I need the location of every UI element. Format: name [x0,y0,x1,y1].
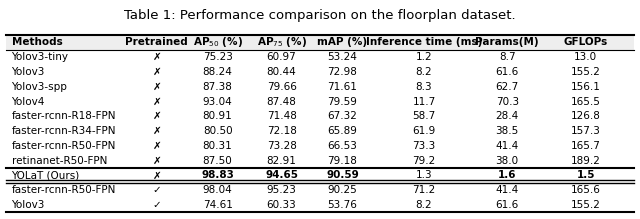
Text: Inference time (ms): Inference time (ms) [366,37,482,48]
Text: 94.65: 94.65 [265,170,298,180]
Text: Yolov3-tiny: Yolov3-tiny [12,52,68,62]
Text: ✗: ✗ [152,111,161,121]
Text: 61.9: 61.9 [412,126,436,136]
Text: Yolov3: Yolov3 [12,67,45,77]
Text: 73.28: 73.28 [267,141,296,151]
Text: Params(M): Params(M) [476,37,539,48]
Text: 80.91: 80.91 [203,111,232,121]
Text: 65.89: 65.89 [328,126,357,136]
Text: Yolov4: Yolov4 [12,97,45,107]
Text: 95.23: 95.23 [267,185,296,195]
Text: 155.2: 155.2 [571,200,600,210]
Text: 87.48: 87.48 [267,97,296,107]
Text: 1.2: 1.2 [416,52,432,62]
Text: 72.98: 72.98 [328,67,357,77]
Text: 8.3: 8.3 [416,82,432,92]
Text: 73.3: 73.3 [412,141,436,151]
Text: 41.4: 41.4 [495,141,519,151]
Text: ✗: ✗ [152,97,161,107]
Text: 1.6: 1.6 [498,170,516,180]
Text: 82.91: 82.91 [267,156,296,166]
Text: 165.6: 165.6 [571,185,600,195]
Text: 8.2: 8.2 [416,67,432,77]
Text: faster-rcnn-R50-FPN: faster-rcnn-R50-FPN [12,185,116,195]
Text: 61.6: 61.6 [495,200,519,210]
Text: Table 1: Performance comparison on the floorplan dataset.: Table 1: Performance comparison on the f… [124,9,516,22]
Text: 126.8: 126.8 [571,111,600,121]
Text: 11.7: 11.7 [412,97,436,107]
Text: ✗: ✗ [152,82,161,92]
Text: ✗: ✗ [152,170,161,180]
Text: 90.59: 90.59 [326,170,359,180]
Text: 79.2: 79.2 [412,156,436,166]
Text: 72.18: 72.18 [267,126,296,136]
Text: AP$_{75}$ (%): AP$_{75}$ (%) [257,35,307,49]
Text: 165.5: 165.5 [571,97,600,107]
Text: 41.4: 41.4 [495,185,519,195]
Text: 71.61: 71.61 [328,82,357,92]
Text: 87.38: 87.38 [203,82,232,92]
Text: Yolov3: Yolov3 [12,200,45,210]
Text: 53.24: 53.24 [328,52,357,62]
Text: 74.61: 74.61 [203,200,232,210]
Text: 8.7: 8.7 [499,52,515,62]
Text: 60.33: 60.33 [267,200,296,210]
Text: 98.83: 98.83 [201,170,234,180]
Text: 75.23: 75.23 [203,52,232,62]
Text: 66.53: 66.53 [328,141,357,151]
Text: ✗: ✗ [152,67,161,77]
Text: mAP (%): mAP (%) [317,37,367,48]
Text: 13.0: 13.0 [574,52,597,62]
Text: 80.31: 80.31 [203,141,232,151]
Text: AP$_{50}$ (%): AP$_{50}$ (%) [193,35,243,49]
Text: faster-rcnn-R34-FPN: faster-rcnn-R34-FPN [12,126,116,136]
Bar [6,35,634,50]
Text: 1.5: 1.5 [577,170,595,180]
Text: ✗: ✗ [152,126,161,136]
Text: YOLaT (Ours): YOLaT (Ours) [12,170,80,180]
Text: 1.3: 1.3 [416,170,432,180]
Text: 157.3: 157.3 [571,126,600,136]
Text: 155.2: 155.2 [571,67,600,77]
Text: 67.32: 67.32 [328,111,357,121]
Text: 79.59: 79.59 [328,97,357,107]
Text: 93.04: 93.04 [203,97,232,107]
Text: 61.6: 61.6 [495,67,519,77]
Text: 165.7: 165.7 [571,141,600,151]
Text: GFLOPs: GFLOPs [563,37,608,48]
Text: Yolov3-spp: Yolov3-spp [12,82,67,92]
Text: faster-rcnn-R50-FPN: faster-rcnn-R50-FPN [12,141,116,151]
Text: faster-rcnn-R18-FPN: faster-rcnn-R18-FPN [12,111,116,121]
Text: Methods: Methods [12,37,62,48]
Text: ✗: ✗ [152,52,161,62]
Text: 38.0: 38.0 [495,156,519,166]
Text: retinanet-R50-FPN: retinanet-R50-FPN [12,156,107,166]
Text: 80.50: 80.50 [203,126,232,136]
Text: 156.1: 156.1 [571,82,600,92]
Text: 38.5: 38.5 [495,126,519,136]
Text: 71.2: 71.2 [412,185,436,195]
Text: Pretrained: Pretrained [125,37,188,48]
Text: 189.2: 189.2 [571,156,600,166]
Text: 79.66: 79.66 [267,82,296,92]
Text: 8.2: 8.2 [416,200,432,210]
Text: 60.97: 60.97 [267,52,296,62]
Text: 88.24: 88.24 [203,67,232,77]
Text: 28.4: 28.4 [495,111,519,121]
Text: 62.7: 62.7 [495,82,519,92]
Text: 79.18: 79.18 [328,156,357,166]
Text: 71.48: 71.48 [267,111,296,121]
Text: ✗: ✗ [152,141,161,151]
Text: 53.76: 53.76 [328,200,357,210]
Text: ✗: ✗ [152,156,161,166]
Text: 58.7: 58.7 [412,111,436,121]
Text: 87.50: 87.50 [203,156,232,166]
Text: ✓: ✓ [152,200,161,210]
Text: ✓: ✓ [152,185,161,195]
Text: 70.3: 70.3 [495,97,519,107]
Text: 98.04: 98.04 [203,185,232,195]
Text: 80.44: 80.44 [267,67,296,77]
Text: 90.25: 90.25 [328,185,357,195]
